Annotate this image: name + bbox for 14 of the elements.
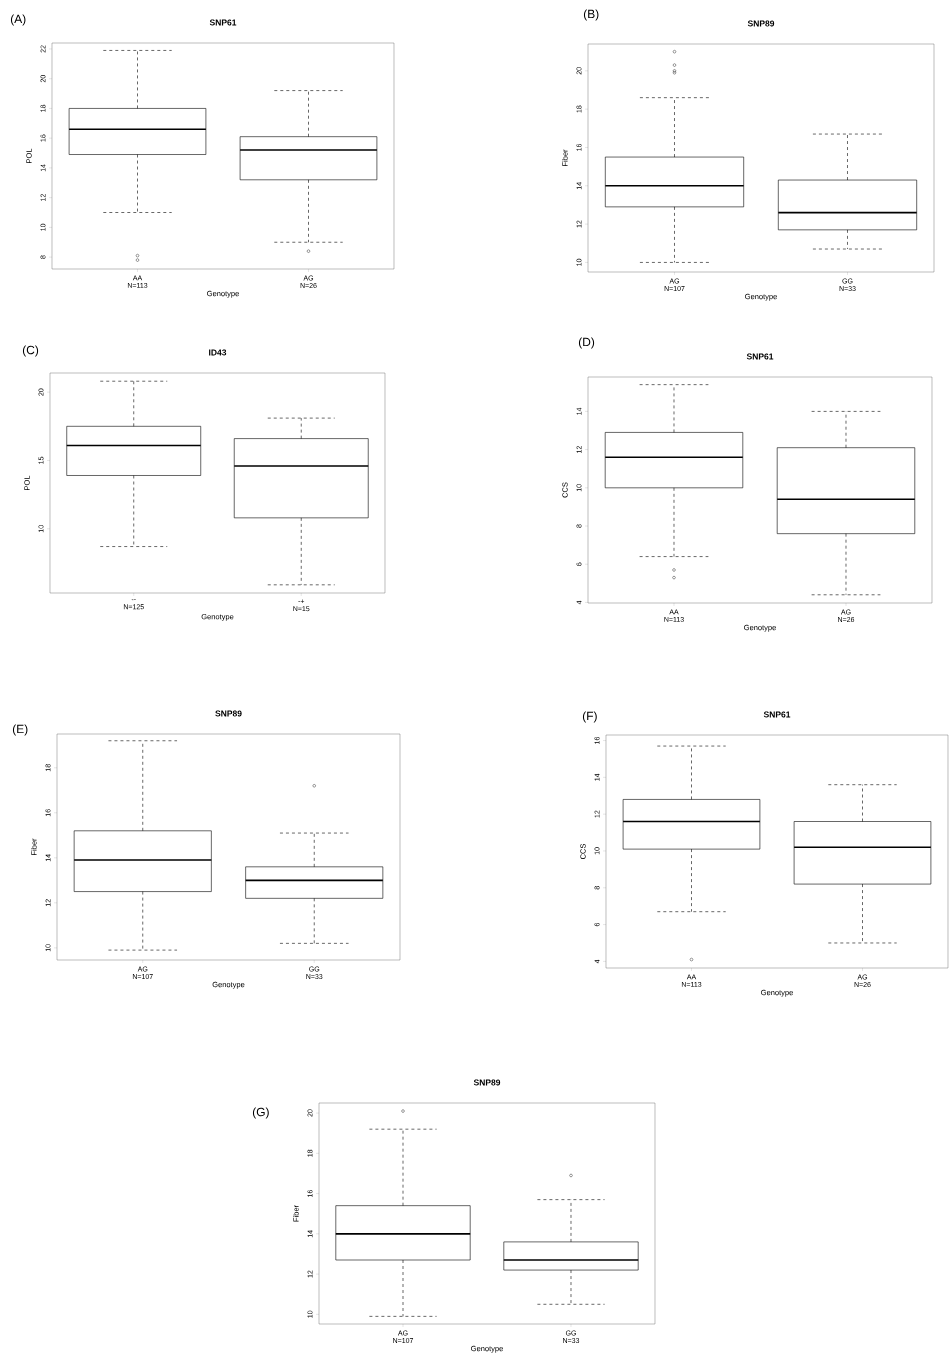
chart-title: SNP61 (763, 711, 791, 718)
text: (F) (582, 711, 597, 723)
chart-title: SNP61 (209, 19, 237, 26)
chart-title: SNP89 (473, 1079, 501, 1086)
chart-title: SNP89 (215, 710, 242, 717)
text: (E) (12, 724, 28, 736)
text: (G) (252, 1107, 269, 1119)
chart-title: SNP61 (746, 353, 774, 360)
text: (B) (583, 9, 599, 21)
chart-title: SNP89 (747, 20, 775, 27)
chart-title: ID43 (209, 349, 227, 356)
text: (D) (578, 337, 595, 349)
text: (A) (10, 14, 26, 26)
text: (C) (22, 345, 39, 357)
